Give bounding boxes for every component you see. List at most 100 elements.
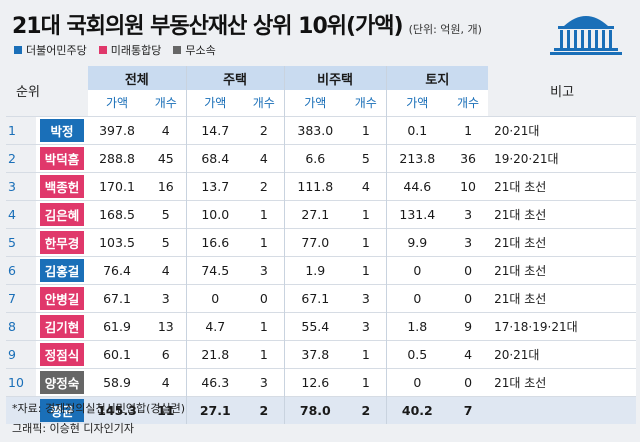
legend-swatch	[173, 46, 182, 54]
total-c-cell: 16	[146, 171, 187, 200]
land-c-cell: 9	[448, 311, 489, 340]
source-note: *자료: 경제정의실천시민연합(경실련)	[12, 402, 186, 415]
total-v-cell: 76.4	[88, 255, 147, 284]
rank-cell: 1	[6, 115, 36, 144]
house-c-cell: 1	[244, 339, 285, 368]
total-c-cell: 3	[146, 283, 187, 312]
land-v-cell: 131.4	[385, 199, 449, 228]
member-name: 안병길	[40, 286, 85, 310]
house-v-cell: 16.6	[185, 227, 245, 256]
total-v-cell: 288.8	[88, 143, 147, 172]
unit-label: (단위: 억원, 개)	[408, 23, 482, 36]
name-cell: 김기현	[36, 311, 89, 340]
house-v-cell: 14.7	[185, 115, 245, 144]
total-v-cell: 168.5	[88, 199, 147, 228]
rank-cell: 9	[6, 339, 36, 368]
land-v-cell: 213.8	[385, 143, 449, 172]
member-name: 김홍걸	[40, 258, 85, 282]
value-header: 가액	[385, 90, 449, 116]
house-v-cell: 46.3	[185, 367, 245, 396]
nonhouse-c-cell: 3	[346, 311, 387, 340]
house-v-cell: 13.7	[185, 171, 245, 200]
nonhouse-c-cell: 3	[346, 283, 387, 312]
party-legend: 더불어민주당 미래통합당 무소속	[14, 42, 216, 58]
rank-cell: 4	[6, 199, 36, 228]
nonhouse-c-cell: 1	[346, 115, 387, 144]
property-table: 순위 전체 주택 비주택 토지 비고 가액 개수 가액 개수 가액 개수 가액 …	[6, 66, 637, 424]
note-cell: 21대 초선	[488, 171, 637, 200]
note-cell: 21대 초선	[488, 255, 637, 284]
rank-cell: 8	[6, 311, 36, 340]
nonhouse-v-cell: 1.9	[283, 255, 347, 284]
average-total-v-cell: 145.3	[88, 395, 147, 424]
count-header: 개수	[146, 90, 187, 116]
note-cell: 21대 초선	[488, 199, 637, 228]
total-v-cell: 170.1	[88, 171, 147, 200]
nonhouse-v-cell: 12.6	[283, 367, 347, 396]
total-c-cell: 6	[146, 339, 187, 368]
total-c-cell: 45	[146, 143, 187, 172]
legend-label: 무소속	[185, 44, 216, 57]
land-v-cell: 0	[385, 255, 449, 284]
title-row: 21대 국회의원 부동산재산 상위 10위(가액) (단위: 억원, 개)	[12, 8, 482, 39]
count-header: 개수	[448, 90, 489, 116]
rank-cell: 10	[6, 367, 36, 396]
house-v-cell: 21.8	[185, 339, 245, 368]
table-row: 10 양정숙 58.9 4 46.3 3 12.6 1 0 0 21대 초선	[6, 367, 637, 396]
house-c-cell: 4	[244, 143, 285, 172]
average-land-v-cell: 40.2	[385, 395, 449, 424]
count-header: 개수	[244, 90, 285, 116]
house-c-cell: 2	[244, 115, 285, 144]
average-nonhouse-v-cell: 78.0	[283, 395, 347, 424]
note-cell: 21대 초선	[488, 367, 637, 396]
total-c-cell: 4	[146, 255, 187, 284]
member-name: 양정숙	[40, 370, 85, 394]
group-header-house: 주택	[185, 66, 285, 90]
table-row: 9 정점식 60.1 6 21.8 1 37.8 1 0.5 4 20·21대	[6, 339, 637, 368]
name-cell: 백종헌	[36, 171, 89, 200]
average-row: 평균 145.3 11 27.1 2 78.0 2 40.2 7	[6, 395, 637, 424]
note-cell: 17·18·19·21대	[488, 311, 637, 340]
nonhouse-v-cell: 27.1	[283, 199, 347, 228]
rank-cell: 3	[6, 171, 36, 200]
count-header: 개수	[346, 90, 387, 116]
land-v-cell: 0	[385, 367, 449, 396]
name-cell: 박덕흠	[36, 143, 89, 172]
legend-label: 미래통합당	[110, 44, 162, 57]
house-c-cell: 0	[244, 283, 285, 312]
legend-item: 미래통합당	[98, 42, 162, 58]
nonhouse-c-cell: 4	[346, 171, 387, 200]
house-v-cell: 4.7	[185, 311, 245, 340]
total-c-cell: 4	[146, 115, 187, 144]
table-row: 2 박덕흠 288.8 45 68.4 4 6.6 5 213.8 36 19·20·21대	[6, 143, 637, 172]
land-c-cell: 0	[448, 255, 489, 284]
house-c-cell: 2	[244, 171, 285, 200]
table-row: 5 한무경 103.5 5 16.6 1 77.0 1 9.9 3 21대 초선	[6, 227, 637, 256]
table-row: 7 안병길 67.1 3 0 0 67.1 3 0 0 21대 초선	[6, 283, 637, 312]
note-cell: 21대 초선	[488, 283, 637, 312]
house-c-cell: 1	[244, 227, 285, 256]
house-c-cell: 1	[244, 311, 285, 340]
name-cell: 김은혜	[36, 199, 89, 228]
average-total-c-cell: 11	[146, 395, 187, 424]
land-v-cell: 0	[385, 283, 449, 312]
note-cell: 21대 초선	[488, 227, 637, 256]
land-v-cell: 9.9	[385, 227, 449, 256]
nonhouse-c-cell: 1	[346, 339, 387, 368]
nonhouse-v-cell: 77.0	[283, 227, 347, 256]
nonhouse-c-cell: 1	[346, 227, 387, 256]
table-row: 1 박정 397.8 4 14.7 2 383.0 1 0.1 1 20·21대	[6, 115, 637, 144]
page-title: 21대 국회의원 부동산재산 상위 10위(가액)	[12, 14, 404, 39]
land-c-cell: 0	[448, 283, 489, 312]
land-v-cell: 1.8	[385, 311, 449, 340]
value-header: 가액	[283, 90, 347, 116]
credit-note: 그래픽: 이승현 디자인기자	[12, 422, 135, 435]
nonhouse-v-cell: 55.4	[283, 311, 347, 340]
national-assembly-icon	[550, 16, 622, 55]
name-cell: 양정숙	[36, 367, 89, 396]
member-name: 김기현	[40, 314, 85, 338]
name-cell: 김홍걸	[36, 255, 89, 284]
house-v-cell: 10.0	[185, 199, 245, 228]
nonhouse-c-cell: 1	[346, 367, 387, 396]
house-v-cell: 0	[185, 283, 245, 312]
